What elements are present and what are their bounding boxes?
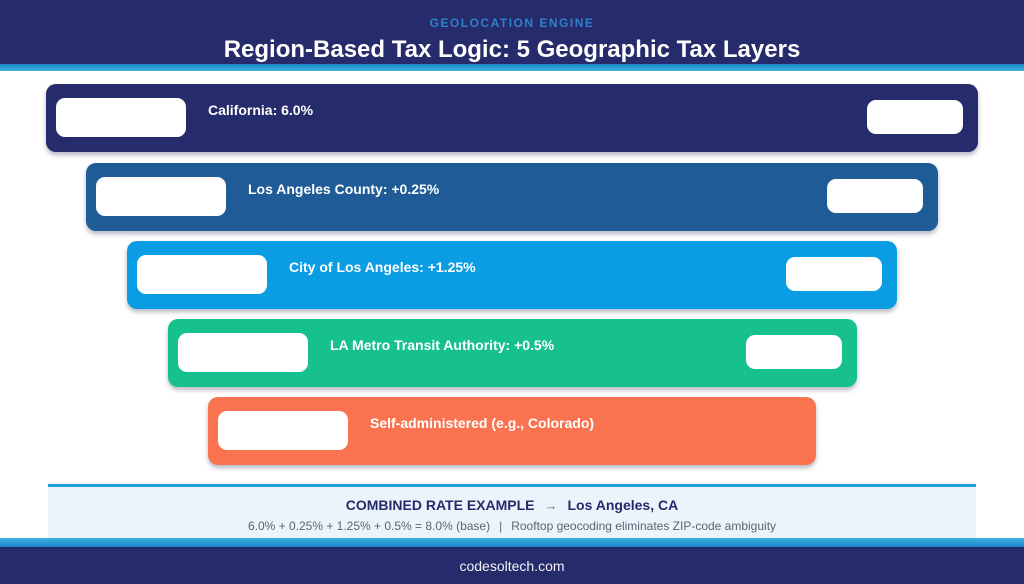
combined-rate-location: Los Angeles, CA xyxy=(567,497,679,513)
layer-left-badge xyxy=(96,177,226,216)
layer-left-badge xyxy=(218,411,348,450)
combined-rate-formula-row: 6.0% + 0.25% + 1.25% + 0.5% = 8.0% (base… xyxy=(48,519,976,533)
layer-label: Self-administered (e.g., Colorado) xyxy=(370,415,595,431)
layer-right-badge xyxy=(827,179,923,213)
tax-layer-county: Los Angeles County: +0.25% xyxy=(86,163,938,231)
layer-left-badge xyxy=(137,255,267,294)
layer-left-badge xyxy=(56,98,186,137)
layer-right-badge xyxy=(867,100,963,134)
layer-right-badge xyxy=(746,335,842,369)
page-title: Region-Based Tax Logic: 5 Geographic Tax… xyxy=(223,36,801,63)
layer-label: LA Metro Transit Authority: +0.5% xyxy=(330,337,555,353)
tax-layer-city: City of Los Angeles: +1.25% xyxy=(127,241,897,309)
combined-rate-title: COMBINED RATE EXAMPLE xyxy=(345,497,535,513)
header-eyebrow: GEOLOCATION ENGINE xyxy=(429,16,595,30)
layer-right-badge xyxy=(786,257,882,291)
geocoding-note: Rooftop geocoding eliminates ZIP-code am… xyxy=(511,519,777,533)
tax-layer-district: LA Metro Transit Authority: +0.5% xyxy=(168,319,857,387)
footer-domain-text: codesoltech.com xyxy=(459,557,565,574)
rate-formula: 6.0% + 0.25% + 1.25% + 0.5% = 8.0% (base… xyxy=(247,519,491,533)
tax-layer-state: California: 6.0% xyxy=(46,84,978,152)
layer-label: California: 6.0% xyxy=(208,102,314,118)
layer-left-badge xyxy=(178,333,308,372)
layer-label: Los Angeles County: +0.25% xyxy=(248,181,440,197)
header: GEOLOCATION ENGINE Region-Based Tax Logi… xyxy=(0,0,1024,64)
footer-accent-band xyxy=(0,538,1024,547)
formula-separator: | xyxy=(499,519,503,533)
layer-label: City of Los Angeles: +1.25% xyxy=(289,259,476,275)
tax-layer-self-administered: Self-administered (e.g., Colorado) xyxy=(208,397,816,465)
footer: codesoltech.com xyxy=(0,547,1024,584)
combined-rate-panel: COMBINED RATE EXAMPLE → Los Angeles, CA … xyxy=(48,484,976,538)
header-accent-band xyxy=(0,64,1024,71)
combined-rate-title-row: COMBINED RATE EXAMPLE → Los Angeles, CA xyxy=(48,497,976,513)
arrow-right-icon: → xyxy=(544,498,558,513)
